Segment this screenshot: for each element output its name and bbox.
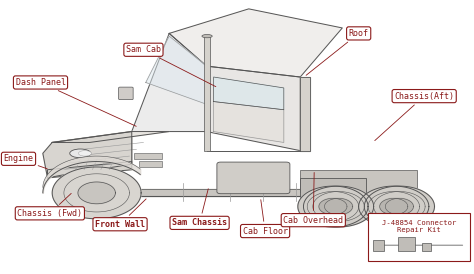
Polygon shape (365, 186, 435, 227)
Text: J-48854 Connector
Repair Kit: J-48854 Connector Repair Kit (382, 220, 456, 233)
Text: Cab Floor: Cab Floor (243, 200, 288, 236)
FancyBboxPatch shape (300, 178, 365, 200)
FancyBboxPatch shape (134, 153, 162, 159)
Polygon shape (146, 36, 207, 104)
Polygon shape (207, 66, 300, 151)
FancyBboxPatch shape (399, 237, 415, 251)
Text: Sam Cab: Sam Cab (126, 45, 216, 87)
Polygon shape (78, 182, 115, 204)
Text: Chassis (Fwd): Chassis (Fwd) (18, 193, 82, 218)
Polygon shape (298, 186, 368, 227)
Polygon shape (132, 33, 207, 132)
FancyBboxPatch shape (118, 87, 133, 100)
Polygon shape (214, 102, 284, 142)
FancyBboxPatch shape (300, 170, 417, 192)
Polygon shape (169, 9, 342, 77)
Polygon shape (52, 167, 141, 219)
Text: Front Wall: Front Wall (95, 199, 146, 229)
FancyBboxPatch shape (217, 162, 290, 194)
Ellipse shape (78, 151, 91, 156)
FancyBboxPatch shape (422, 242, 431, 251)
Text: Cab Overhead: Cab Overhead (283, 173, 343, 225)
Polygon shape (43, 132, 132, 178)
Polygon shape (380, 198, 408, 215)
FancyBboxPatch shape (373, 240, 384, 251)
Text: Roof: Roof (306, 29, 369, 75)
Text: Sam Chassis: Sam Chassis (172, 189, 227, 227)
FancyBboxPatch shape (139, 161, 162, 167)
Ellipse shape (202, 35, 212, 38)
Polygon shape (47, 162, 132, 178)
Polygon shape (325, 198, 353, 215)
Polygon shape (52, 132, 132, 175)
Polygon shape (319, 198, 347, 215)
FancyBboxPatch shape (204, 36, 210, 151)
Ellipse shape (70, 149, 91, 158)
Polygon shape (303, 186, 374, 227)
Text: Dash Panel: Dash Panel (16, 78, 136, 126)
Text: Chassis(Aft): Chassis(Aft) (375, 92, 454, 141)
Polygon shape (359, 186, 429, 227)
Polygon shape (385, 198, 413, 215)
Polygon shape (214, 77, 284, 110)
FancyBboxPatch shape (368, 213, 470, 261)
Polygon shape (52, 132, 169, 142)
Text: Engine: Engine (3, 154, 47, 169)
Polygon shape (300, 77, 310, 151)
